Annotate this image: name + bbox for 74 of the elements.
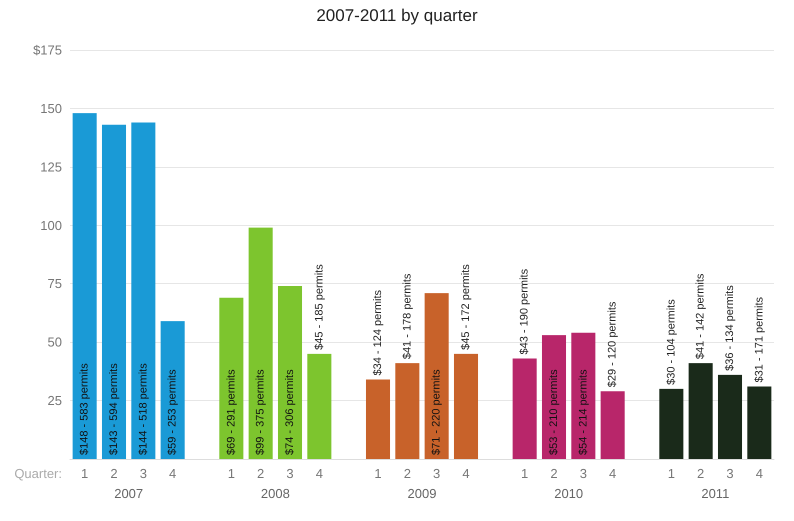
- text: 2010: [554, 486, 584, 501]
- bar: [102, 124, 126, 459]
- data-label: $45 - 185 permits: [313, 264, 326, 350]
- x-tick-label: 1: [668, 466, 675, 481]
- bar: [278, 286, 302, 459]
- data-label: $148 - 583 permits: [78, 362, 91, 455]
- bar: [571, 332, 596, 459]
- bar: [219, 298, 244, 459]
- x-tick-label: 1: [374, 466, 382, 481]
- x-tick-label: 3: [433, 466, 440, 481]
- data-label: $41 - 142 permits: [694, 273, 707, 360]
- bar: [307, 354, 332, 459]
- chart-title: 2007-2011 by quarter: [316, 6, 478, 25]
- x-tick-label: 2: [404, 466, 411, 481]
- data-label: $143 - 594 permits: [108, 362, 120, 455]
- data-label: $34 - 124 permits: [372, 289, 384, 376]
- bar: [600, 391, 625, 459]
- text: 2008: [260, 486, 290, 501]
- bar: [718, 374, 742, 459]
- bar: [424, 293, 449, 459]
- data-label: $36 - 134 permits: [724, 284, 736, 371]
- data-label: $43 - 190 permits: [518, 268, 531, 355]
- bar: [131, 122, 156, 459]
- bar: [659, 388, 684, 459]
- x-tick-label: 4: [462, 466, 470, 481]
- data-label: $69 - 291 permits: [225, 368, 238, 455]
- x-tick-label: 1: [81, 466, 88, 481]
- bar: [512, 358, 537, 459]
- bar: [747, 386, 772, 459]
- bar: [688, 363, 713, 459]
- bar: [366, 380, 390, 459]
- text: 2007: [114, 486, 144, 501]
- x-tick-label: 4: [316, 466, 323, 481]
- data-label: $99 - 375 permits: [254, 368, 267, 455]
- x-tick-label: 2: [550, 466, 558, 481]
- bar: [542, 335, 566, 459]
- bar: [454, 354, 478, 459]
- x-tick-label: 3: [140, 466, 147, 481]
- data-label: $30 - 104 permits: [665, 298, 678, 385]
- text: 2009: [408, 486, 436, 501]
- x-tick-label: 3: [726, 466, 734, 481]
- bar: [160, 321, 185, 459]
- data-label: $144 - 518 permits: [137, 362, 150, 455]
- text: 2011: [701, 486, 730, 501]
- data-label: $29 - 120 permits: [606, 301, 619, 388]
- y-tick-label: 100: [40, 218, 62, 233]
- x-tick-label: 2: [257, 466, 264, 481]
- x-tick-label: 3: [286, 466, 294, 481]
- x-tick-label: 4: [169, 466, 176, 481]
- x-tick-label: 3: [580, 466, 587, 481]
- bar: [248, 228, 273, 459]
- y-tick-label: 150: [40, 100, 62, 116]
- x-tick-label: 1: [228, 466, 235, 481]
- y-tick-label: $175: [33, 42, 62, 58]
- bar: [72, 113, 97, 459]
- x-tick-label: 2: [697, 466, 704, 481]
- data-label: $74 - 306 permits: [284, 368, 296, 455]
- data-label: $41 - 178 permits: [401, 273, 414, 360]
- data-label: $53 - 210 permits: [548, 368, 560, 455]
- data-label: $54 - 214 permits: [577, 368, 590, 455]
- y-tick-label: 125: [40, 159, 62, 174]
- y-tick-label: 25: [48, 393, 62, 408]
- bar: [395, 363, 420, 459]
- x-axis-title: Quarter:: [14, 466, 62, 481]
- x-tick-label: 2: [110, 466, 118, 481]
- x-tick-label: 1: [521, 466, 528, 481]
- x-tick-label: 4: [609, 466, 616, 481]
- data-label: $59 - 253 permits: [166, 368, 179, 455]
- y-tick-label: 50: [48, 334, 62, 350]
- data-label: $31 - 171 permits: [753, 296, 766, 383]
- y-tick-label: 75: [48, 276, 62, 292]
- data-label: $45 - 172 permits: [460, 264, 472, 350]
- x-tick-label: 4: [756, 466, 763, 481]
- data-label: $71 - 220 permits: [430, 368, 443, 455]
